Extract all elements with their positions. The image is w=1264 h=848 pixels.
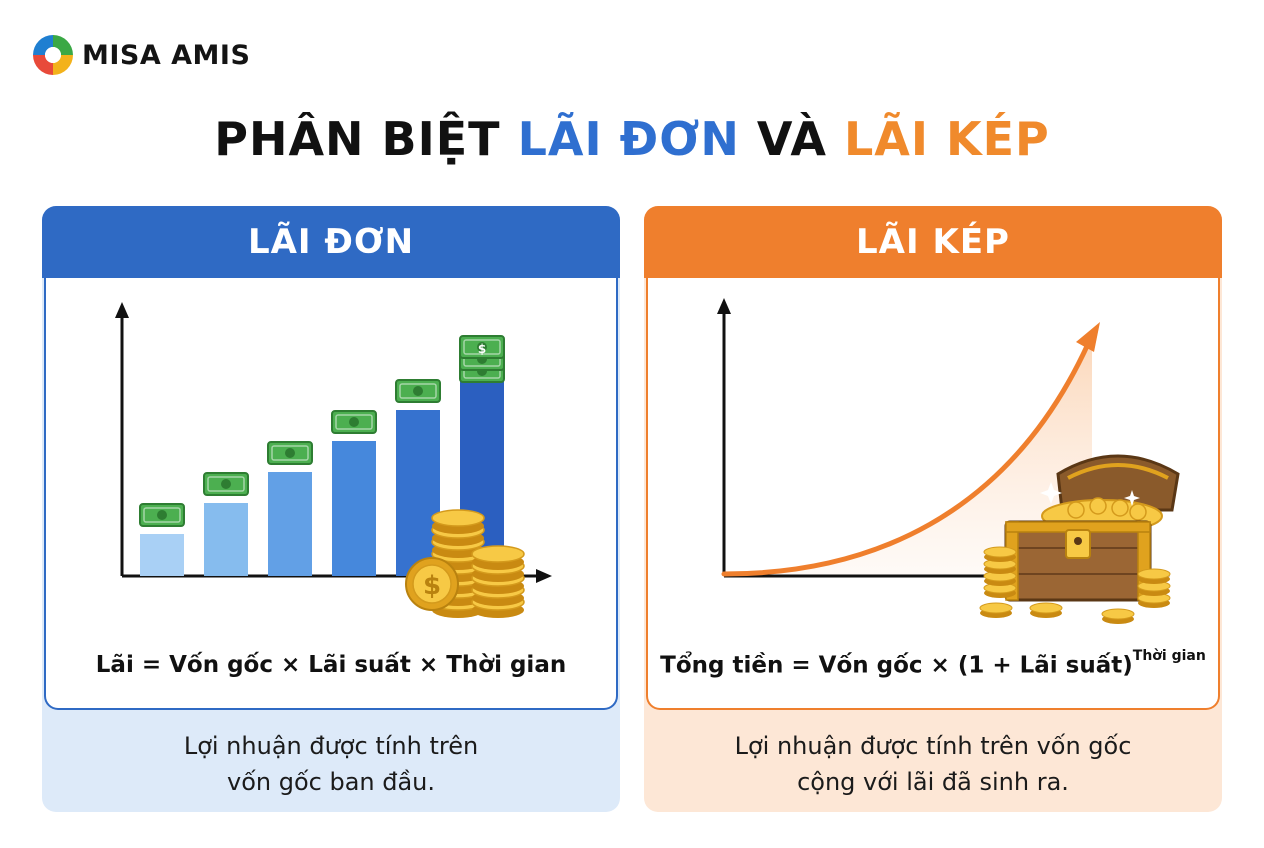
formula-main: Tổng tiền = Vốn gốc × (1 + Lãi suất) (660, 652, 1133, 679)
coin-icon (979, 602, 1013, 619)
simple-interest-body: $ $ (44, 278, 618, 710)
misa-amis-logo-icon (33, 35, 73, 75)
growth-arrow-icon (721, 322, 1100, 577)
bar-4 (332, 441, 376, 576)
simple-interest-chart: $ $ (115, 302, 552, 619)
title-part-4: LÃI KÉP (843, 112, 1050, 166)
simple-interest-header: LÃI ĐƠN (42, 206, 620, 278)
title-part-2: LÃI ĐƠN (517, 112, 740, 166)
compound-interest-caption: Lợi nhuận được tính trên vốn gốc cộng vớ… (644, 728, 1222, 800)
y-axis-arrow-icon (717, 298, 731, 314)
y-axis-arrow-icon (115, 302, 129, 318)
banknote-icon (331, 410, 377, 434)
page-title: PHÂN BIỆT LÃI ĐƠN VÀ LÃI KÉP (0, 112, 1264, 166)
compound-interest-header: LÃI KÉP (644, 206, 1222, 278)
coin-icon (1101, 608, 1135, 625)
coin-icon (1029, 602, 1063, 619)
formula-exponent: Thời gian (1132, 648, 1206, 664)
svg-text:$: $ (478, 342, 486, 356)
growth-area (724, 338, 1092, 576)
caption-line-2: cộng với lãi đã sinh ra. (797, 768, 1069, 796)
compound-interest-panel: LÃI KÉP (644, 206, 1222, 812)
brand-name: MISA AMIS (82, 39, 251, 71)
simple-interest-formula: Lãi = Vốn gốc × Lãi suất × Thời gian (95, 652, 567, 678)
bar-3 (268, 472, 312, 576)
caption-line-1: Lợi nhuận được tính trên (183, 732, 479, 760)
title-part-1: PHÂN BIỆT (214, 112, 518, 166)
compound-interest-chart (717, 298, 1180, 625)
svg-text:$: $ (423, 571, 441, 601)
banknote-icon (267, 441, 313, 465)
brand-logo: MISA AMIS (30, 32, 250, 78)
banknote-stack-icon: $ (459, 335, 505, 383)
simple-interest-panel: LÃI ĐƠN (42, 206, 620, 812)
compound-interest-body: Tổng tiền = Vốn gốc × (1 + Lãi suất)Thời… (646, 278, 1220, 710)
caption-line-1: Lợi nhuận được tính trên vốn gốc (734, 732, 1132, 760)
banknote-icon (139, 503, 185, 527)
banknote-icon (203, 472, 249, 496)
compound-interest-formula: Tổng tiền = Vốn gốc × (1 + Lãi suất)Thời… (648, 648, 1218, 679)
coin-stack-icon (471, 545, 525, 619)
coin-stack-icon (1137, 568, 1171, 609)
title-part-3: VÀ (739, 112, 844, 166)
caption-line-2: vốn gốc ban đầu. (226, 768, 436, 796)
bar-1 (140, 534, 184, 576)
coin-stack-icon (983, 546, 1017, 599)
banknote-icon (395, 379, 441, 403)
x-axis-arrow-icon (536, 569, 552, 583)
dollar-coin-icon: $ (405, 557, 459, 611)
bar-2 (204, 503, 248, 576)
simple-interest-caption: Lợi nhuận được tính trên vốn gốc ban đầu… (42, 728, 620, 800)
